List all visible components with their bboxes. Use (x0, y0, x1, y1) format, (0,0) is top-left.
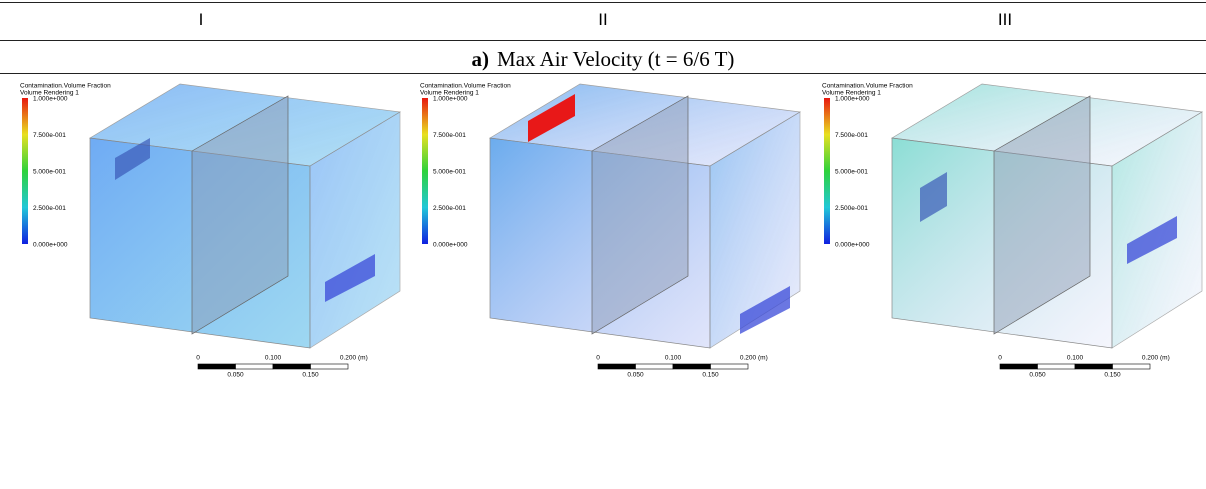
legend-tick-label: 1.000e+000 (33, 96, 68, 103)
legend-tick-label: 2.500e-001 (433, 205, 466, 212)
column-header: II (598, 10, 608, 29)
scale-label: 0.200 (340, 355, 357, 362)
scale-segment (999, 363, 1038, 370)
scale-label: 0.200 (740, 355, 757, 362)
scale-segment (197, 363, 236, 370)
scale-label: 0.150 (302, 372, 319, 379)
scale-segment (1037, 363, 1076, 370)
legend-tick-label: 5.000e-001 (835, 169, 868, 176)
scale-label: 0.150 (702, 372, 719, 379)
scale-segment (1112, 363, 1151, 370)
outlet (325, 254, 375, 302)
scale-segment (1074, 363, 1113, 370)
scale-segment (272, 363, 311, 370)
scale-unit: (m) (1160, 355, 1170, 362)
scale-segment (310, 363, 349, 370)
rule (0, 2, 1206, 3)
caption-label: a) (471, 47, 490, 71)
legend-tick-label: 7.500e-001 (835, 132, 868, 139)
caption-text: Max Air Velocity (t = 6/6 T) (497, 47, 735, 71)
legend-subtitle: Volume Rendering 1 (822, 90, 881, 97)
column-header: I (198, 10, 204, 29)
scale-label: 0.100 (1067, 355, 1084, 362)
legend-tick-label: 5.000e-001 (433, 169, 466, 176)
rule (0, 73, 1206, 74)
legend-subtitle: Volume Rendering 1 (20, 90, 79, 97)
scale-label: 0.100 (265, 355, 282, 362)
legend-tick-label: 7.500e-001 (433, 132, 466, 139)
scale-segment (597, 363, 636, 370)
legend-tick-label: 0.000e+000 (835, 242, 870, 249)
caption: a) Max Air Velocity (t = 6/6 T) (0, 47, 1206, 72)
legend-tick-label: 7.500e-001 (33, 132, 66, 139)
divider-wall (993, 95, 1091, 335)
box-side (709, 111, 801, 349)
scale-segment (635, 363, 674, 370)
scale-segment (710, 363, 749, 370)
scale-unit: (m) (758, 355, 768, 362)
inlet (115, 138, 150, 180)
inlet (920, 172, 947, 222)
scale-label: 0 (998, 355, 1002, 362)
legend-title: Contamination.Volume Fraction (20, 83, 111, 90)
scale-segment (235, 363, 274, 370)
scale-label: 0.150 (1104, 372, 1121, 379)
divider-wall (591, 95, 689, 335)
colorbar (22, 98, 28, 244)
legend-tick-label: 0.000e+000 (433, 242, 468, 249)
rule (0, 40, 1206, 41)
scale-label: 0.200 (1142, 355, 1159, 362)
inlet (528, 94, 575, 142)
scale-label: 0 (596, 355, 600, 362)
legend-title: Contamination.Volume Fraction (822, 83, 913, 90)
column-header: III (997, 10, 1013, 29)
scale-unit: (m) (358, 355, 368, 362)
scale-label: 0.100 (665, 355, 682, 362)
legend-tick-label: 2.500e-001 (33, 205, 66, 212)
colorbar (824, 98, 830, 244)
legend-tick-label: 0.000e+000 (33, 242, 68, 249)
colorbar (422, 98, 428, 244)
outlet (1127, 216, 1177, 264)
legend-tick-label: 5.000e-001 (33, 169, 66, 176)
legend-title: Contamination.Volume Fraction (420, 83, 511, 90)
scale-segment (672, 363, 711, 370)
scale-label: 0 (196, 355, 200, 362)
divider-wall (191, 95, 289, 335)
legend-tick-label: 1.000e+000 (433, 96, 468, 103)
legend-tick-label: 2.500e-001 (835, 205, 868, 212)
scale-label: 0.050 (1029, 372, 1046, 379)
scale-label: 0.050 (227, 372, 244, 379)
outlet (740, 286, 790, 334)
legend-tick-label: 1.000e+000 (835, 96, 870, 103)
legend-subtitle: Volume Rendering 1 (420, 90, 479, 97)
scale-label: 0.050 (627, 372, 644, 379)
